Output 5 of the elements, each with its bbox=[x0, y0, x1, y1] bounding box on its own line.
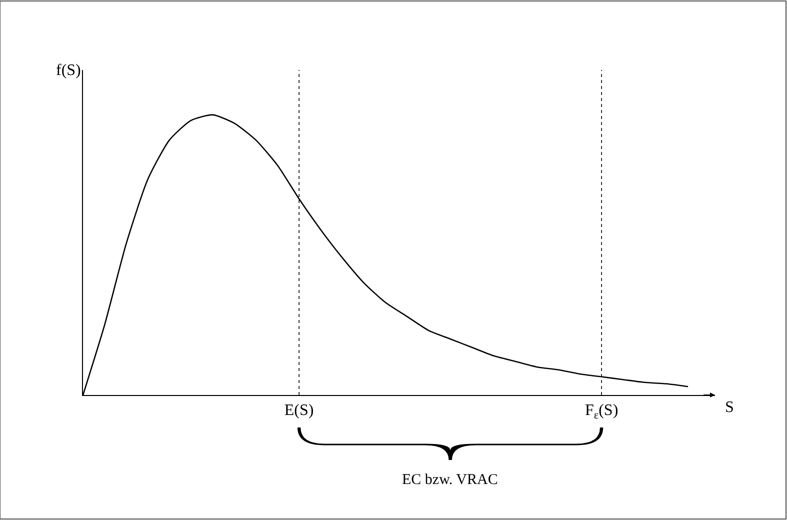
y-axis-title: f(S) bbox=[56, 62, 81, 79]
x-tick-label: F$_{ε}$(S) bbox=[584, 402, 618, 422]
x-tick-label: E(S) bbox=[284, 402, 314, 420]
text: EC bzw. VRAC bbox=[402, 472, 498, 488]
x-axis-title: S bbox=[725, 399, 734, 416]
